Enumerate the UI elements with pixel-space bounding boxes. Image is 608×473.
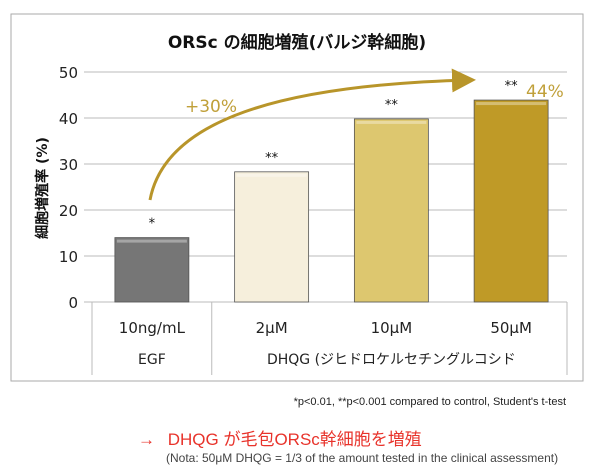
y-tick-label: 30 <box>59 156 78 174</box>
chart-title: ORSc の細胞増殖(バルジ幹細胞) <box>168 32 426 53</box>
arrow-right-icon: → <box>138 430 155 449</box>
y-tick-label: 50 <box>59 64 78 82</box>
max-annotation: 44% <box>526 82 564 102</box>
bar-highlight <box>116 239 187 243</box>
x-tick-label: 10μM <box>371 319 413 337</box>
y-tick-label: 10 <box>59 248 78 266</box>
conclusion-text: DHQG が毛包ORSc幹細胞を増殖 <box>167 430 422 449</box>
significance-marker: ** <box>265 151 279 166</box>
conclusion: → DHQG が毛包ORSc幹細胞を増殖 <box>138 425 422 450</box>
x-tick-label: 2μM <box>256 319 288 337</box>
significance-footnote: *p<0.01, **p<0.001 compared to control, … <box>293 396 566 408</box>
y-tick-label: 20 <box>59 202 78 220</box>
increase-annotation: +30% <box>185 97 237 117</box>
y-axis-label: 細胞増殖率 (%) <box>34 137 51 239</box>
note: (Nota: 50μM DHQG = 1/3 of the amount tes… <box>166 451 559 465</box>
significance-marker: ** <box>385 98 399 113</box>
x-tick-label: 50μM <box>490 319 532 337</box>
x-tick-label: 10ng/mL <box>119 319 186 337</box>
bar <box>234 171 310 303</box>
bar-highlight <box>356 120 427 124</box>
significance-marker: ** <box>505 79 519 94</box>
group-label: DHQG (ジヒドロケルセチングルコシド <box>267 352 516 368</box>
bar-highlight <box>236 173 307 177</box>
increase-arrow <box>148 68 476 201</box>
bar <box>114 237 190 303</box>
significance-marker: * <box>149 217 156 232</box>
bar-highlight <box>476 102 547 106</box>
bar <box>353 118 429 303</box>
group-label: EGF <box>138 352 166 368</box>
y-tick-label: 40 <box>59 110 78 128</box>
bar <box>473 99 549 303</box>
y-tick-label: 0 <box>68 294 78 312</box>
